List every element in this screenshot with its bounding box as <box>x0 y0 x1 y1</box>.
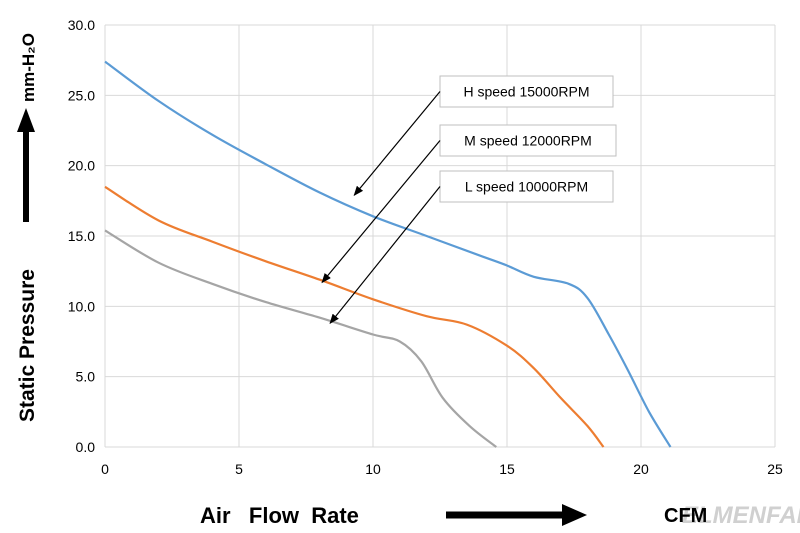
watermark-logo: ELMENFAN <box>682 502 800 529</box>
annotation-label: H speed 15000RPM <box>463 84 589 100</box>
x-tick-label: 25 <box>767 461 783 477</box>
y-tick-label: 25.0 <box>68 87 95 103</box>
annotation-box <box>439 75 614 108</box>
annotation-arrow <box>329 186 441 324</box>
x-tick-label: 5 <box>235 461 243 477</box>
annotation-arrow <box>353 91 441 196</box>
x-tick-labels: 0 5 10 15 20 25 <box>101 461 783 477</box>
x-axis-unit: CFM <box>664 505 707 527</box>
x-tick-label: 0 <box>101 461 109 477</box>
y-axis-unit: mm-H₂O <box>19 33 38 102</box>
annotation-label: L speed 10000RPM <box>465 179 588 195</box>
annotation-l-speed: L speed 10000RPM <box>329 170 614 324</box>
y-tick-label: 30.0 <box>68 17 95 33</box>
y-axis-label: Static Pressure <box>16 269 39 422</box>
series-line-h-speed <box>104 60 672 448</box>
y-tick-labels: 0.0 5.0 10.0 15.0 20.0 25.0 30.0 <box>68 17 95 455</box>
grid <box>104 24 776 448</box>
annotation-h-speed: H speed 15000RPM <box>353 75 614 196</box>
x-tick-label: 15 <box>499 461 515 477</box>
x-axis-arrow <box>446 504 587 526</box>
x-axis-label: Air Flow Rate <box>200 503 359 528</box>
series-line-m-speed <box>104 185 605 448</box>
x-tick-label: 10 <box>365 461 381 477</box>
annotation-arrow <box>321 140 441 284</box>
annotations: H speed 15000RPM M speed 12000RPM L speed … <box>321 75 617 324</box>
annotation-m-speed: M speed 12000RPM <box>321 124 617 284</box>
y-tick-label: 0.0 <box>76 439 96 455</box>
series-line-l-speed <box>104 229 497 448</box>
x-tick-label: 20 <box>633 461 649 477</box>
y-tick-label: 15.0 <box>68 228 95 244</box>
y-axis-arrow <box>17 108 35 222</box>
annotation-label: M speed 12000RPM <box>464 133 592 149</box>
y-tick-label: 5.0 <box>76 369 96 385</box>
series-lines <box>104 60 672 448</box>
y-tick-label: 10.0 <box>68 298 95 314</box>
y-tick-label: 20.0 <box>68 158 95 174</box>
